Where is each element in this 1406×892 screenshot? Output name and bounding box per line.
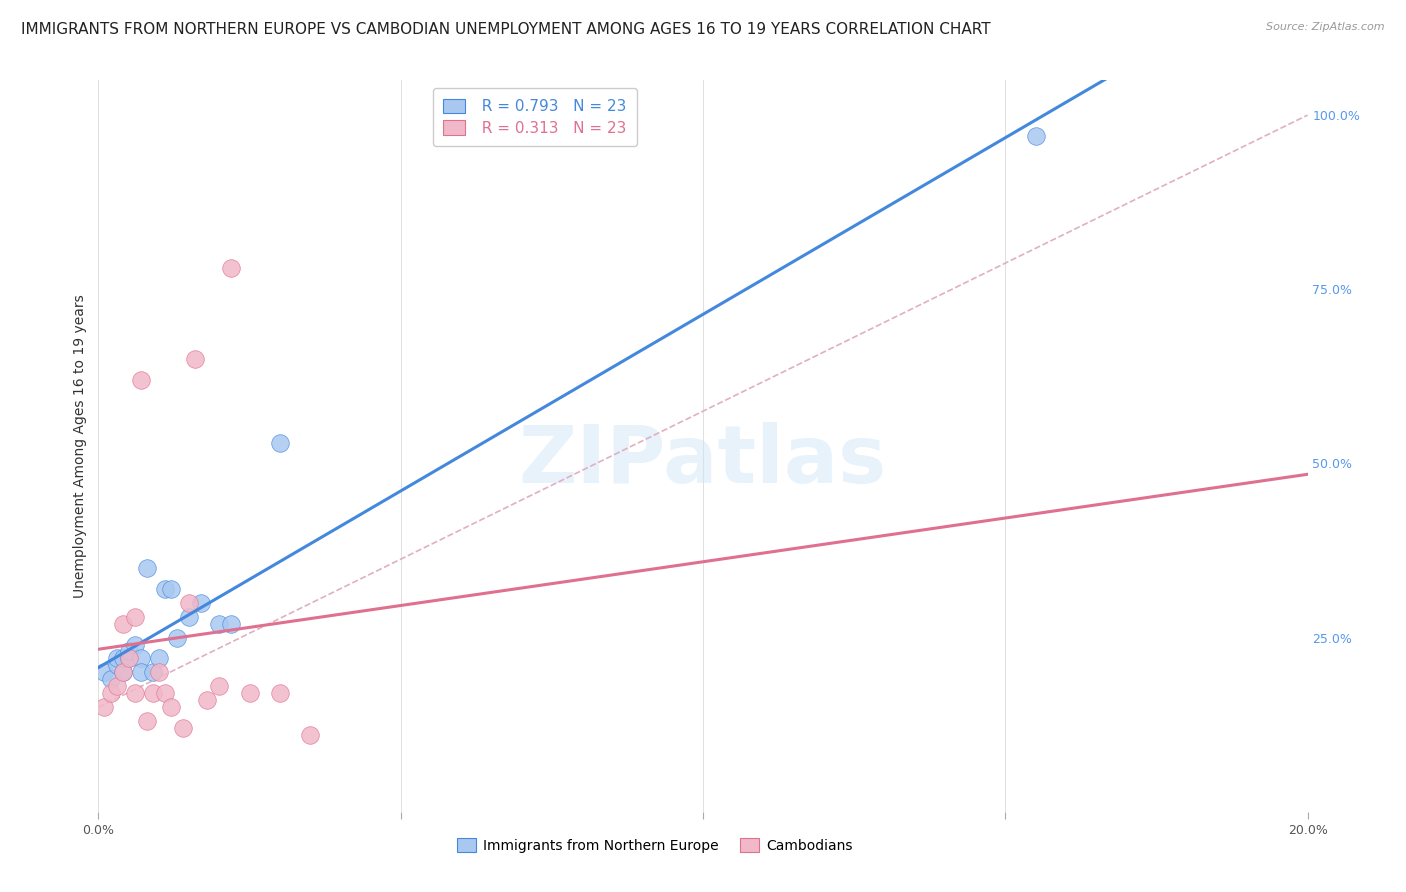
Point <box>172 721 194 735</box>
Point <box>148 651 170 665</box>
Point <box>153 582 176 596</box>
Point <box>118 644 141 658</box>
Point <box>1024 128 1046 143</box>
Point <box>179 596 201 610</box>
Point <box>93 700 115 714</box>
Point <box>166 631 188 645</box>
Point <box>135 561 157 575</box>
Point <box>100 673 122 687</box>
Point <box>111 616 134 631</box>
Point <box>299 728 322 742</box>
Point <box>190 596 212 610</box>
Point <box>195 693 218 707</box>
Point <box>124 686 146 700</box>
Point <box>124 609 146 624</box>
Point <box>111 665 134 680</box>
Point <box>129 651 152 665</box>
Legend: Immigrants from Northern Europe, Cambodians: Immigrants from Northern Europe, Cambodi… <box>450 831 859 860</box>
Point <box>160 700 183 714</box>
Text: IMMIGRANTS FROM NORTHERN EUROPE VS CAMBODIAN UNEMPLOYMENT AMONG AGES 16 TO 19 YE: IMMIGRANTS FROM NORTHERN EUROPE VS CAMBO… <box>21 22 991 37</box>
Point <box>269 435 291 450</box>
Point <box>111 665 134 680</box>
Point <box>153 686 176 700</box>
Point <box>105 679 128 693</box>
Point <box>208 616 231 631</box>
Point <box>208 679 231 693</box>
Point <box>148 665 170 680</box>
Point <box>179 609 201 624</box>
Point <box>105 651 128 665</box>
Point <box>129 373 152 387</box>
Point <box>184 351 207 366</box>
Y-axis label: Unemployment Among Ages 16 to 19 years: Unemployment Among Ages 16 to 19 years <box>73 294 87 598</box>
Point <box>100 686 122 700</box>
Point <box>118 651 141 665</box>
Text: Source: ZipAtlas.com: Source: ZipAtlas.com <box>1267 22 1385 32</box>
Point <box>105 658 128 673</box>
Point <box>221 261 243 276</box>
Point <box>239 686 262 700</box>
Point <box>142 686 165 700</box>
Point <box>142 665 165 680</box>
Point <box>160 582 183 596</box>
Point <box>124 638 146 652</box>
Point <box>269 686 291 700</box>
Point <box>135 714 157 728</box>
Text: ZIPatlas: ZIPatlas <box>519 422 887 500</box>
Point <box>221 616 243 631</box>
Point <box>111 651 134 665</box>
Point <box>129 665 152 680</box>
Point <box>93 665 115 680</box>
Point <box>118 651 141 665</box>
